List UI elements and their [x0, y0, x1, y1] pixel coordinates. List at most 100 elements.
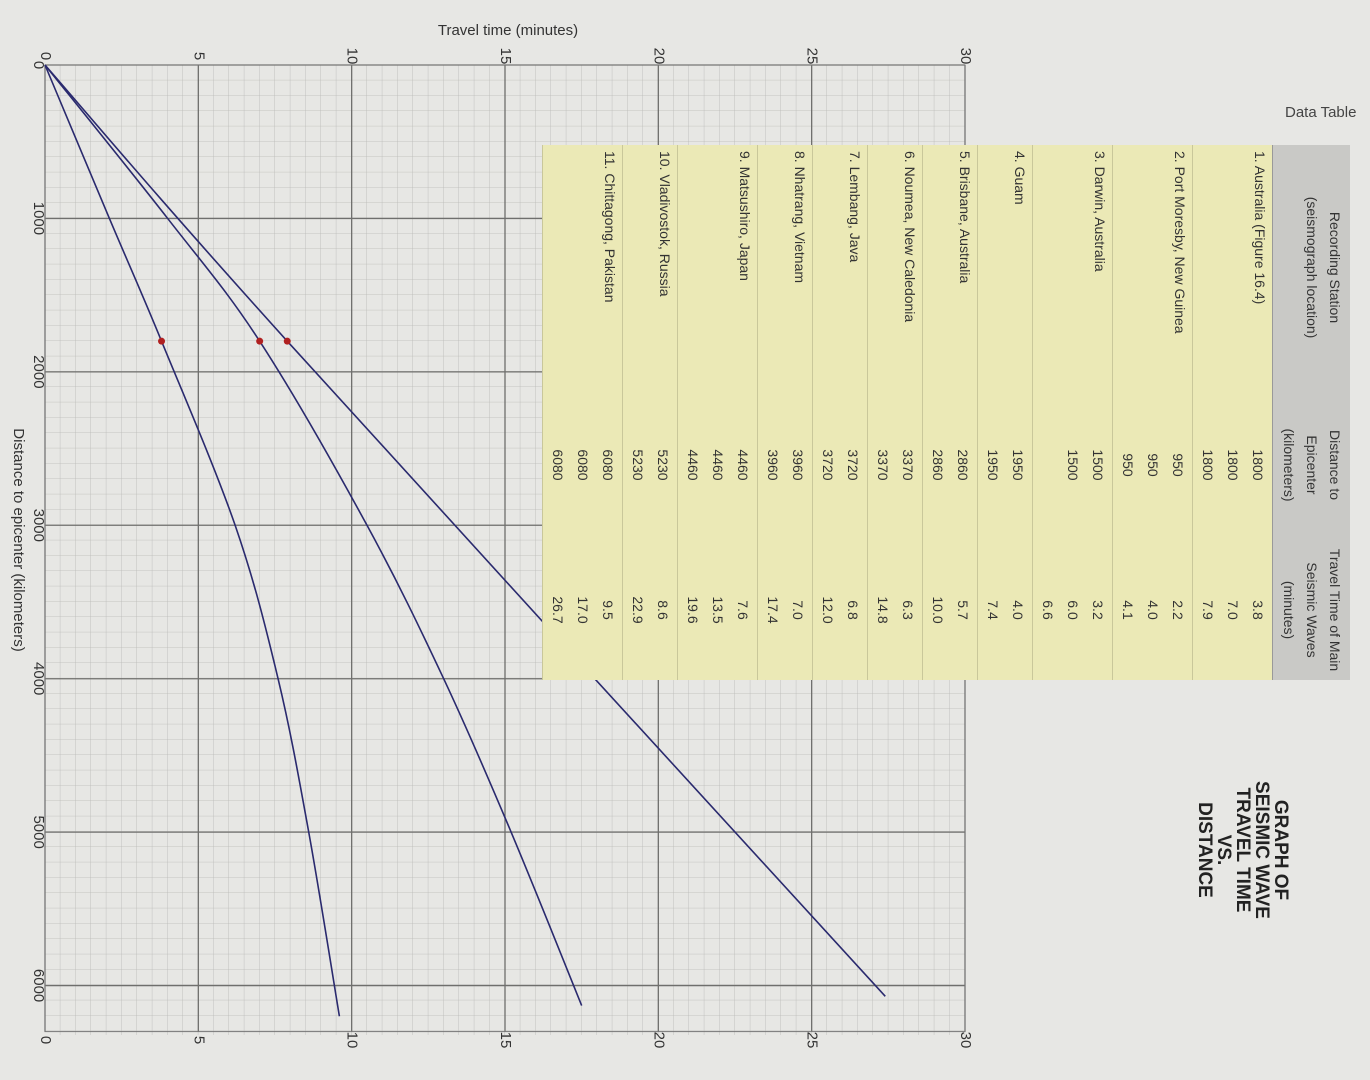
station: 9. Matsushiro, Japan — [737, 151, 753, 281]
table-row: 8. Nhatrang, Vietnam 3960 3960 7.0 17.4 — [757, 145, 812, 680]
station: 8. Nhatrang, Vietnam — [792, 151, 808, 284]
title-line: TRAVEL TIME — [1232, 788, 1253, 913]
time: 14.8 — [875, 596, 891, 624]
table-header: Recording Station (seismograph location) D… — [1272, 145, 1350, 680]
time: 17.0 — [575, 596, 591, 624]
distance-cell: 950 950 950 — [1113, 390, 1192, 540]
station: 4. Guam — [1012, 151, 1028, 205]
station: 1. Australia (Figure 16.4) — [1252, 151, 1268, 305]
header-line: (seismograph location) — [1304, 196, 1320, 339]
time-cell: 2.2 4.0 4.1 — [1113, 540, 1192, 680]
distance: 1800 — [1200, 449, 1216, 481]
distance: 5230 — [630, 449, 646, 481]
distance: 3960 — [790, 449, 806, 481]
distance-cell: 3370 3370 — [868, 390, 922, 540]
distance-cell: 2860 2860 — [923, 390, 977, 540]
y-tick-label: 10 — [344, 1032, 361, 1049]
time-cell: 3.2 6.0 6.6 — [1033, 540, 1112, 680]
time-cell: 4.0 7.4 — [978, 540, 1032, 680]
y-tick-label: 15 — [497, 1032, 514, 1049]
table-row: 3. Darwin, Australia 1500 1500 3.2 6.0 6.6 — [1032, 145, 1112, 680]
distance: 2860 — [955, 449, 971, 481]
distance: 1800 — [1225, 449, 1241, 481]
time: 2.2 — [1170, 600, 1186, 620]
data-point — [283, 337, 291, 345]
time: 17.4 — [765, 596, 781, 624]
header-cell: Recording Station (seismograph location) — [1273, 145, 1350, 390]
distance: 1950 — [985, 449, 1001, 481]
distance-cell: 5230 5230 — [623, 390, 677, 540]
y-tick-label: 20 — [650, 1032, 667, 1049]
station: 10. Vladivostok, Russia — [657, 151, 673, 297]
data-table: Recording Station (seismograph location) D… — [542, 145, 1350, 680]
time-cell: 9.5 17.0 26.7 — [543, 540, 622, 680]
time: 7.4 — [985, 600, 1001, 620]
table-row: 11. Chittagong, Pakistan 6080 6080 6080 9.5 1… — [542, 145, 622, 680]
station: 11. Chittagong, Pakistan — [602, 151, 618, 303]
header-line: Travel Time of Main — [1327, 548, 1343, 672]
time: 6.3 — [900, 600, 916, 620]
table-row: 2. Port Moresby, New Guinea 950 950 950 2.2 4… — [1112, 145, 1192, 680]
curve — [44, 64, 886, 997]
y-tick-label: 10 — [344, 48, 361, 65]
distance: 5230 — [655, 449, 671, 481]
distance: 1500 — [1090, 449, 1106, 481]
time: 3.2 — [1090, 600, 1106, 620]
time: 3.8 — [1250, 600, 1266, 620]
station: 3. Darwin, Australia — [1092, 151, 1108, 272]
x-tick-label: 5000 — [30, 815, 47, 848]
x-tick-label: 0 — [30, 61, 47, 69]
time: 6.8 — [845, 600, 861, 620]
time: 6.6 — [1040, 600, 1056, 620]
station: 2. Port Moresby, New Guinea — [1172, 151, 1188, 334]
distance: 3960 — [765, 449, 781, 481]
time: 19.6 — [685, 596, 701, 624]
table-row: 10. Vladivostok, Russia 5230 5230 8.6 22.9 — [622, 145, 677, 680]
table-row: 1. Australia (Figure 16.4) 1800 1800 1800 3.… — [1192, 145, 1272, 680]
table-row: 5. Brisbane, Australia 2860 2860 5.7 10.0 — [922, 145, 977, 680]
distance: 1500 — [1065, 449, 1081, 481]
y-tick-label: 0 — [37, 1036, 54, 1044]
time: 13.5 — [710, 596, 726, 624]
header-line: Distance to — [1327, 429, 1343, 501]
table-row: 7. Lembang, Java 3720 3720 6.8 12.0 — [812, 145, 867, 680]
header-line: (kilometers) — [1281, 428, 1297, 502]
distance: 1800 — [1250, 449, 1266, 481]
distance: 4460 — [685, 449, 701, 481]
time: 10.0 — [930, 596, 946, 624]
distance-cell: 3720 3720 — [813, 390, 867, 540]
title-line: SEISMIC WAVE — [1251, 781, 1272, 919]
distance: 3370 — [900, 449, 916, 481]
y-tick-label: 0 — [37, 52, 54, 60]
header-line: Seismic Waves — [1304, 562, 1320, 658]
y-tick-label: 25 — [804, 48, 821, 65]
y-tick-label: 25 — [804, 1032, 821, 1049]
y-tick-label: 5 — [190, 52, 207, 60]
time: 9.5 — [600, 600, 616, 620]
time: 5.7 — [955, 600, 971, 620]
y-tick-label: 15 — [497, 48, 514, 65]
title-line: GRAPH OF — [1270, 800, 1291, 900]
table-row: 4. Guam 1950 1950 4.0 7.4 — [977, 145, 1032, 680]
distance-cell: 3960 3960 — [758, 390, 812, 540]
distance: 6080 — [550, 449, 566, 481]
y-tick-label: 20 — [650, 48, 667, 65]
title-line: VS. — [1213, 835, 1234, 866]
time: 7.9 — [1200, 600, 1216, 620]
station: 5. Brisbane, Australia — [957, 151, 973, 284]
distance-cell: 6080 6080 6080 — [543, 390, 622, 540]
distance: 2860 — [930, 449, 946, 481]
station: 7. Lembang, Java — [847, 151, 863, 263]
table-title: Data Table — [1285, 104, 1357, 121]
time-cell: 7.0 17.4 — [758, 540, 812, 680]
y-tick-label: 30 — [957, 48, 974, 65]
table-row: 9. Matsushiro, Japan 4460 4460 4460 7.6 13.5 1… — [677, 145, 757, 680]
distance: 6080 — [575, 449, 591, 481]
time: 4.0 — [1010, 600, 1026, 620]
distance: 4460 — [710, 449, 726, 481]
x-axis-title: Distance to epicenter (kilometers) — [10, 428, 27, 651]
x-tick-label: 2000 — [30, 355, 47, 388]
distance-cell: 1950 1950 — [978, 390, 1032, 540]
distance: 4460 — [735, 449, 751, 481]
